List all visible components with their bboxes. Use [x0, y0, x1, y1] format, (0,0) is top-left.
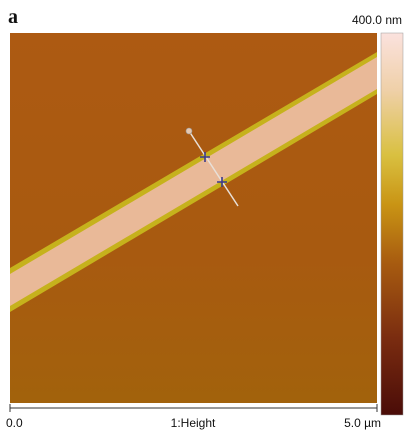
panel-label: a [8, 6, 18, 28]
axis-end-label: 5.0 µm [344, 416, 381, 430]
colorbar-max-label: 400.0 nm [352, 13, 402, 27]
x-axis [10, 404, 377, 412]
page: a 400.0 nm 0.0 1:Height 5.0 µm (() => { … [0, 0, 406, 432]
colorbar [381, 33, 403, 415]
axis-start-label: 0.0 [6, 416, 23, 430]
channel-label: 1:Height [171, 416, 216, 430]
figure: a 400.0 nm 0.0 1:Height 5.0 µm [0, 0, 406, 432]
